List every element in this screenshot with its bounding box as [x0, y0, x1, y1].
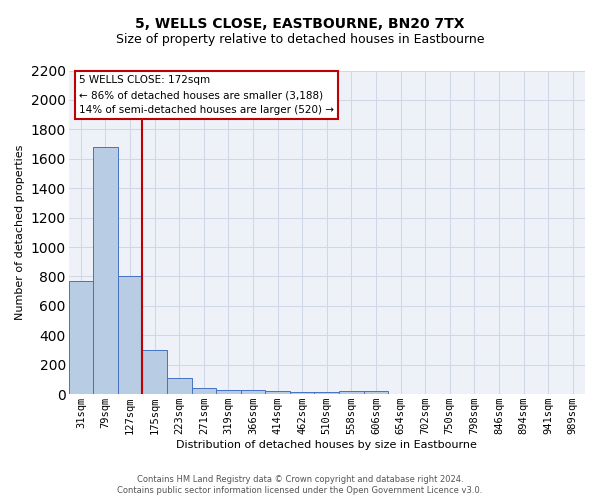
Bar — [118, 276, 142, 394]
Bar — [191, 388, 216, 394]
Bar — [68, 281, 93, 394]
Text: Contains public sector information licensed under the Open Government Licence v3: Contains public sector information licen… — [118, 486, 482, 495]
Y-axis label: Number of detached properties: Number of detached properties — [15, 144, 25, 320]
X-axis label: Distribution of detached houses by size in Eastbourne: Distribution of detached houses by size … — [176, 440, 477, 450]
Bar — [167, 378, 191, 394]
Text: 5, WELLS CLOSE, EASTBOURNE, BN20 7TX: 5, WELLS CLOSE, EASTBOURNE, BN20 7TX — [135, 18, 465, 32]
Bar — [241, 390, 265, 394]
Bar — [265, 391, 290, 394]
Text: Size of property relative to detached houses in Eastbourne: Size of property relative to detached ho… — [116, 32, 484, 46]
Bar — [314, 392, 339, 394]
Bar — [216, 390, 241, 394]
Bar — [364, 391, 388, 394]
Bar — [142, 350, 167, 394]
Bar — [290, 392, 314, 394]
Text: 5 WELLS CLOSE: 172sqm
← 86% of detached houses are smaller (3,188)
14% of semi-d: 5 WELLS CLOSE: 172sqm ← 86% of detached … — [79, 76, 334, 115]
Text: Contains HM Land Registry data © Crown copyright and database right 2024.: Contains HM Land Registry data © Crown c… — [137, 475, 463, 484]
Bar — [93, 147, 118, 394]
Bar — [339, 391, 364, 394]
